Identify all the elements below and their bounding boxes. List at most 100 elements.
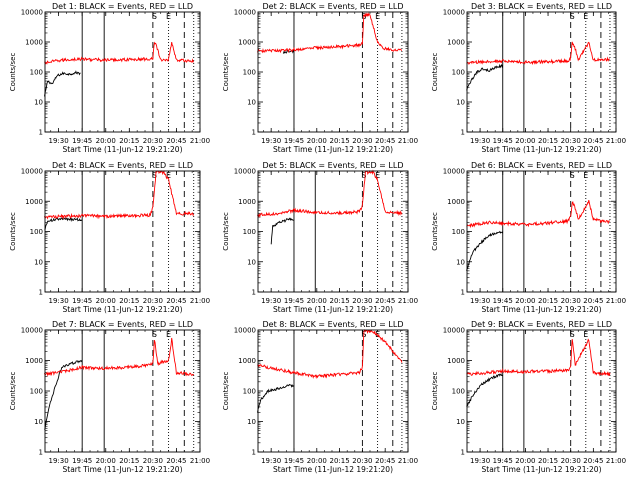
x-tick-label: 20:45 [375,297,395,305]
x-tick-label: 19:45 [72,297,92,305]
event-marker-e: E [166,330,171,339]
x-tick-label: 19:45 [493,457,513,465]
y-tick-label: 1000 [238,198,256,206]
event-marker-s: S [570,330,575,339]
events-series-line [44,217,83,231]
y-tick-label: 1 [252,129,256,137]
event-marker-s: S [152,12,157,21]
y-tick-label: 1000 [447,39,465,47]
detector-panel: Det 5: BLACK = Events, RED = LLD Counts/s… [222,161,418,314]
x-tick-label: 20:30 [143,457,163,465]
x-tick-label: 19:45 [284,297,304,305]
plot-frame [466,11,617,133]
events-series-line [466,230,504,271]
y-tick-label: 10 [247,99,256,107]
event-marker-s: S [361,171,366,180]
y-axis-label: Counts/sec [222,372,230,411]
y-tick-label: 1 [461,449,465,457]
x-tick-label: 21:00 [606,457,626,465]
x-axis-label: Start Time (11-Jun-12 19:21:20) [63,465,183,474]
panel-title: Det 1: BLACK = Events, RED = LLD [52,2,193,11]
x-tick-label: 20:15 [329,137,349,145]
x-axis-label: Start Time (11-Jun-12 19:21:20) [63,145,183,154]
x-axis-label: Start Time (11-Jun-12 19:21:20) [63,305,183,314]
event-marker-e: E [375,12,380,21]
y-tick-label: 100 [452,388,465,396]
y-axis-label: Counts/sec [9,372,17,411]
y-tick-label: 1000 [447,357,465,365]
x-tick-label: 19:45 [284,457,304,465]
plot-frame [44,170,201,293]
event-marker-e: E [583,171,588,180]
y-tick-label: 100 [30,69,43,77]
detector-panel: Det 3: BLACK = Events, RED = LLD Counts/s… [431,2,626,154]
lld-series-line [466,338,611,377]
y-tick-label: 10 [34,418,43,426]
x-tick-label: 20:00 [515,457,535,465]
y-tick-label: 10000 [234,168,256,176]
x-tick-label: 20:00 [515,297,535,305]
events-series-line [466,373,504,407]
y-axis-label: Counts/sec [431,53,439,92]
x-tick-label: 20:45 [583,137,603,145]
x-tick-label: 20:15 [538,297,558,305]
x-tick-label: 21:00 [398,297,418,305]
y-tick-label: 10000 [21,9,43,17]
event-marker-s: S [152,171,157,180]
x-tick-label: 20:30 [143,137,163,145]
event-marker-e: E [375,330,380,339]
events-series-line [257,383,295,413]
y-tick-label: 100 [30,388,43,396]
panel-title: Det 6: BLACK = Events, RED = LLD [471,161,612,170]
y-tick-label: 1 [252,289,256,297]
y-axis-label: Counts/sec [9,212,17,251]
events-series-line [466,63,504,91]
y-tick-label: 1000 [25,357,43,365]
panel-title: Det 9: BLACK = Events, RED = LLD [471,320,612,329]
y-tick-label: 10000 [21,327,43,335]
plot-frame [257,170,409,293]
x-tick-label: 19:30 [49,457,69,465]
x-tick-label: 20:30 [352,297,372,305]
x-tick-label: 20:15 [329,457,349,465]
y-tick-label: 10 [247,258,256,266]
lld-series-line [257,12,403,54]
x-tick-label: 20:30 [143,297,163,305]
panel-title: Det 8: BLACK = Events, RED = LLD [263,320,404,329]
x-tick-label: 20:45 [375,137,395,145]
y-tick-label: 10 [34,258,43,266]
x-tick-label: 20:45 [166,297,186,305]
lld-series-line [257,169,403,218]
x-tick-label: 19:30 [470,297,490,305]
plot-frame [44,11,201,133]
x-tick-label: 20:45 [583,457,603,465]
x-axis-label: Start Time (11-Jun-12 19:21:20) [273,465,393,474]
y-axis-label: Counts/sec [222,53,230,92]
y-tick-label: 100 [243,69,256,77]
y-tick-label: 1000 [25,198,43,206]
lld-series-line [44,170,195,220]
x-tick-label: 19:30 [261,137,281,145]
x-tick-label: 20:30 [561,297,581,305]
y-tick-label: 1 [461,289,465,297]
x-tick-label: 19:30 [49,137,69,145]
x-tick-label: 20:00 [96,457,116,465]
y-axis-label: Counts/sec [431,212,439,251]
y-tick-label: 1 [461,129,465,137]
panel-title: Det 7: BLACK = Events, RED = LLD [52,320,193,329]
detector-panel: Det 6: BLACK = Events, RED = LLD Counts/s… [431,161,626,314]
x-tick-label: 21:00 [606,137,626,145]
y-tick-label: 1 [39,449,43,457]
x-axis-label: Start Time (11-Jun-12 19:21:20) [273,305,393,314]
plot-frame [466,170,617,293]
x-tick-label: 20:00 [307,457,327,465]
x-tick-label: 20:00 [307,137,327,145]
x-tick-label: 20:00 [96,297,116,305]
x-tick-label: 20:15 [538,457,558,465]
events-series-line [44,70,81,97]
x-tick-label: 20:45 [375,457,395,465]
y-tick-label: 10000 [21,168,43,176]
x-tick-label: 19:45 [284,137,304,145]
x-tick-label: 20:00 [96,137,116,145]
